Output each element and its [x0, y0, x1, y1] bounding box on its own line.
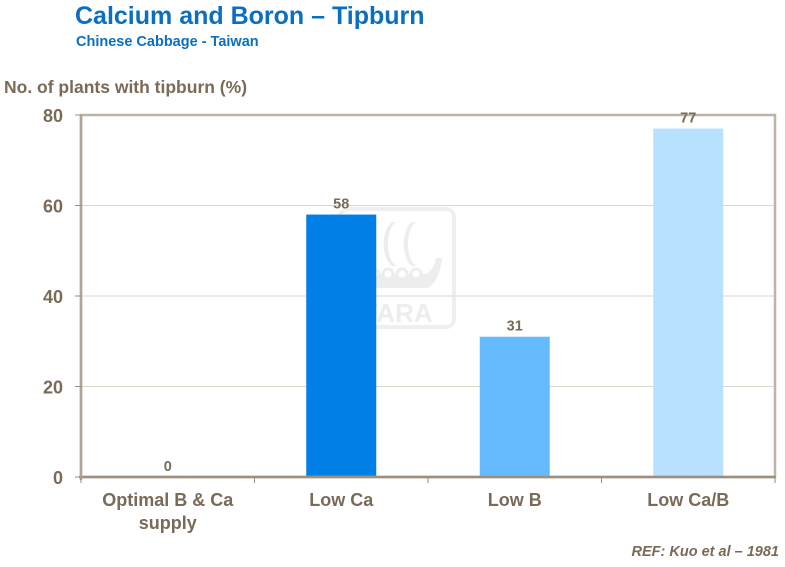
x-tick-label: supply [139, 513, 197, 533]
y-tick-label: 20 [43, 378, 63, 398]
x-tick-label: Low Ca/B [647, 490, 729, 510]
data-label: 77 [680, 111, 696, 127]
x-tick-label: Low B [488, 490, 542, 510]
data-label: 0 [164, 459, 172, 475]
x-tick-label: Low Ca [309, 490, 374, 510]
y-tick-label: 80 [43, 106, 63, 126]
x-tick-label: Optimal B & Ca [102, 490, 234, 510]
bar [306, 214, 377, 478]
data-labels: 0 58 31 77 [164, 111, 697, 475]
y-axis-ticks: 0 20 40 60 80 [43, 106, 81, 488]
bar [653, 128, 724, 477]
x-axis-labels: Optimal B & Ca supply Low Ca Low B Low Ca/B [102, 490, 729, 533]
data-label: 58 [333, 197, 349, 213]
x-axis-ticks [80, 477, 776, 483]
y-tick-label: 60 [43, 197, 63, 217]
bar [479, 336, 550, 477]
y-axis-label: No. of plants with tipburn (%) [4, 77, 248, 97]
bars [306, 128, 724, 478]
y-tick-label: 0 [53, 468, 63, 488]
reference-note: REF: Kuo et al – 1981 [631, 544, 779, 560]
data-label: 31 [507, 319, 523, 335]
y-tick-label: 40 [43, 287, 63, 307]
chart-subtitle: Chinese Cabbage - Taiwan [76, 34, 259, 50]
chart-title: Calcium and Boron – Tipburn [75, 2, 425, 30]
